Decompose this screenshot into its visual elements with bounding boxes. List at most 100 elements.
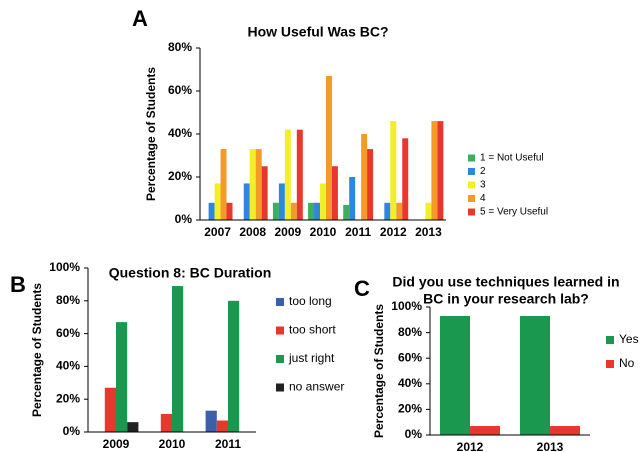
y-tick-label: 80% (56, 293, 80, 307)
bar (314, 202, 321, 220)
legend-swatch (606, 336, 614, 344)
legend-label: 5 = Very Useful (480, 207, 548, 218)
y-tick-label: 20% (398, 402, 422, 416)
legend-swatch (468, 168, 475, 175)
y-tick-label: 40% (56, 359, 80, 373)
x-tick-label: 2010 (159, 437, 186, 451)
y-tick-label: 100% (391, 299, 422, 313)
chart-title: How Useful Was BC? (247, 24, 388, 40)
x-tick-label: 2010 (310, 225, 337, 239)
y-tick-label: 60% (56, 326, 80, 340)
chart-title: BC in your research lab? (423, 291, 589, 307)
bar (160, 413, 172, 432)
legend-swatch (276, 355, 284, 363)
y-tick-label: 80% (398, 325, 422, 339)
y-tick-label: 100% (49, 260, 80, 274)
bar (284, 129, 291, 220)
legend-label: too long (289, 294, 332, 308)
x-tick-label: 2009 (103, 437, 130, 451)
legend-label: too short (289, 323, 336, 337)
bar (249, 149, 256, 220)
legend-swatch (468, 154, 475, 162)
bar (308, 202, 315, 220)
bar (325, 75, 332, 220)
bar (384, 202, 391, 220)
bar (520, 315, 550, 435)
x-tick-label: 2008 (239, 225, 266, 239)
y-tick-label: 0% (405, 427, 423, 441)
y-tick-label: 60% (398, 350, 422, 364)
y-tick-label: 60% (168, 83, 192, 97)
panel-label: A (132, 6, 148, 31)
legend-label: 2 (480, 166, 486, 177)
bar (278, 183, 285, 220)
bar (331, 166, 338, 220)
bar (272, 202, 279, 220)
legend-swatch (276, 383, 284, 392)
legend-swatch (606, 360, 614, 368)
bar (296, 129, 303, 220)
bar (440, 315, 470, 435)
legend-swatch (468, 208, 475, 216)
bar (205, 410, 217, 432)
legend-label: just right (288, 351, 335, 365)
x-tick-label: 2012 (457, 440, 484, 452)
legend-swatch (276, 298, 284, 306)
y-tick-label: 80% (168, 40, 192, 54)
chart-title: Question 8: BC Duration (109, 265, 272, 281)
bar (290, 202, 297, 220)
bar (255, 149, 262, 220)
legend-label: Yes (619, 332, 639, 346)
bar (220, 149, 227, 220)
legend-label: No (619, 356, 635, 370)
bar (402, 138, 409, 220)
legend-label: 4 (480, 193, 486, 204)
bar (425, 202, 432, 220)
legend-label: 1 = Not Useful (480, 153, 544, 164)
legend-swatch (276, 326, 284, 335)
bar (104, 387, 116, 432)
x-tick-label: 2009 (275, 225, 302, 239)
bar (226, 202, 233, 220)
y-tick-label: 0% (175, 212, 193, 226)
bar (390, 121, 397, 220)
x-tick-label: 2013 (537, 440, 564, 452)
x-tick-label: 2012 (380, 225, 407, 239)
bar (361, 134, 368, 220)
bar (261, 166, 268, 220)
bar (228, 300, 240, 432)
bar (214, 183, 221, 220)
bar (431, 121, 438, 220)
x-tick-label: 2007 (204, 225, 231, 239)
y-tick-label: 40% (398, 376, 422, 390)
bar (550, 426, 580, 435)
bar (127, 422, 139, 432)
y-tick-label: 20% (56, 391, 80, 405)
bar (320, 183, 326, 220)
y-tick-label: 20% (168, 169, 192, 183)
chart-title: Did you use techniques learned in (392, 274, 619, 290)
y-axis-label: Percentage of Students (30, 283, 44, 417)
bar (470, 426, 500, 435)
panel-label: C (354, 276, 370, 301)
legend-swatch (468, 181, 475, 189)
bar (437, 121, 444, 220)
x-tick-label: 2011 (345, 225, 371, 239)
bar (396, 202, 403, 220)
bar (367, 149, 374, 220)
bar (243, 183, 250, 220)
x-tick-label: 2013 (415, 225, 442, 239)
bar (216, 420, 228, 432)
y-tick-label: 40% (168, 126, 192, 140)
bar (343, 204, 350, 220)
y-axis-label: Percentage of Students (372, 304, 386, 438)
legend-swatch (468, 195, 475, 202)
y-axis-label: Percentage of Students (144, 67, 158, 201)
bar (349, 177, 356, 220)
panel-label: B (10, 272, 26, 297)
y-tick-label: 0% (63, 424, 81, 438)
bar (172, 286, 184, 432)
bar (208, 202, 215, 220)
bar (116, 322, 128, 432)
